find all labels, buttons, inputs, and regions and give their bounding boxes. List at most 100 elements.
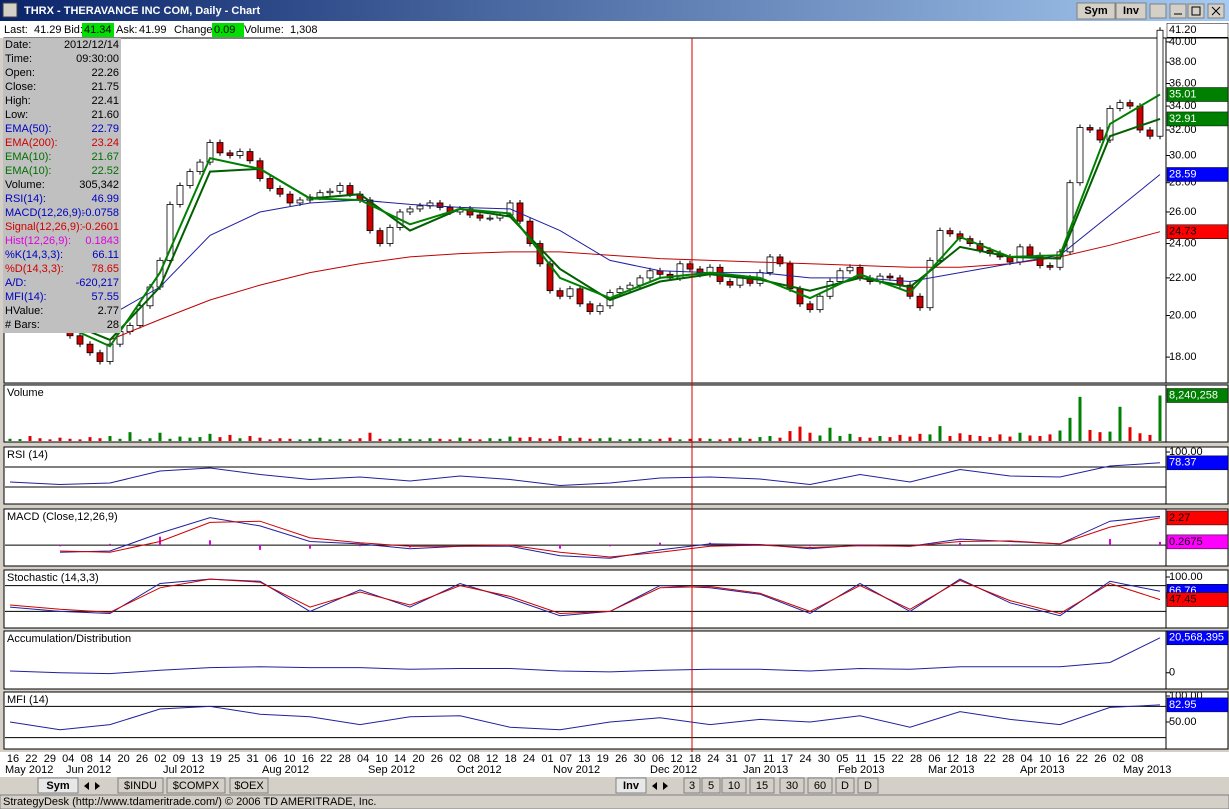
- minimize-button[interactable]: [1169, 3, 1187, 19]
- tab-label[interactable]: 30: [786, 780, 798, 792]
- volume-bar: [718, 439, 722, 441]
- tab[interactable]: [615, 777, 647, 794]
- tab[interactable]: [683, 777, 701, 794]
- candle: [96, 352, 104, 362]
- sym-button-label[interactable]: Sym: [1084, 5, 1107, 17]
- tab[interactable]: [117, 777, 164, 794]
- tab[interactable]: [701, 777, 721, 794]
- title-bar: [0, 0, 1229, 21]
- date-tick-label: 06: [265, 753, 277, 765]
- volume-bar: [1078, 396, 1082, 441]
- volume-bar: [288, 438, 292, 441]
- date-tick-label: 20: [412, 753, 424, 765]
- volume-bar: [588, 438, 592, 441]
- tab[interactable]: [37, 777, 79, 794]
- candle: [476, 214, 484, 219]
- candle: [776, 256, 784, 265]
- tab[interactable]: [835, 777, 855, 794]
- tab[interactable]: [857, 777, 879, 794]
- tab-label[interactable]: $COMPX: [173, 780, 220, 792]
- info-label: High:: [5, 95, 31, 107]
- tab-strip: [0, 777, 1229, 794]
- tab[interactable]: [166, 777, 226, 794]
- indicator-line: [109, 231, 1161, 341]
- candle: [436, 202, 444, 208]
- tab[interactable]: [807, 777, 833, 794]
- date-tick-label: 10: [375, 753, 387, 765]
- info-value: 57.55: [91, 291, 119, 303]
- info-label: Hist(12,26,9):: [5, 235, 71, 247]
- candle: [166, 204, 174, 261]
- volume-bar: [968, 434, 972, 441]
- candle: [1066, 182, 1074, 253]
- volume-bar: [318, 437, 322, 441]
- date-tick-label: 16: [302, 753, 314, 765]
- inv-button-label[interactable]: Inv: [1123, 5, 1140, 17]
- y-tick-label: 38.00: [1169, 56, 1197, 68]
- tab-label[interactable]: 5: [708, 780, 714, 792]
- maximize-button[interactable]: [1187, 3, 1205, 19]
- y-tick-label: 20.00: [1169, 309, 1197, 321]
- y-tick-label: 24.00: [1169, 237, 1197, 249]
- candle: [1126, 102, 1134, 107]
- restore-button[interactable]: [1149, 3, 1167, 19]
- quote-row: [0, 21, 1229, 38]
- volume-bar: [58, 437, 62, 441]
- info-value: 0.1843: [85, 235, 119, 247]
- date-tick-label: 19: [597, 753, 609, 765]
- date-tick-label: 19: [210, 753, 222, 765]
- tab-label[interactable]: Inv: [623, 780, 640, 792]
- candle: [726, 281, 734, 286]
- candle: [526, 220, 534, 244]
- indicator-line: [9, 637, 1161, 675]
- info-label: %D(14,3,3):: [5, 263, 64, 275]
- histogram-bar: [809, 545, 811, 547]
- tab-label[interactable]: D: [864, 780, 872, 792]
- date-tick-label: 22: [1076, 753, 1088, 765]
- tab-label[interactable]: 60: [814, 780, 826, 792]
- y-tick-label: 36.00: [1169, 77, 1197, 89]
- candle: [616, 288, 624, 293]
- candle: [796, 288, 804, 305]
- tab[interactable]: [749, 777, 775, 794]
- volume-bar: [928, 434, 932, 441]
- value-badge-label: 20,568,395: [1169, 632, 1224, 644]
- tab-label[interactable]: 10: [728, 780, 740, 792]
- volume-bar: [658, 438, 662, 441]
- date-tick-label: 05: [836, 753, 848, 765]
- date-tick-label: 20: [117, 753, 129, 765]
- value-badge: [1166, 87, 1229, 102]
- volume-bar: [158, 432, 162, 441]
- panel-title: MFI (14): [7, 694, 49, 706]
- inv-button[interactable]: [1115, 2, 1147, 20]
- candle: [946, 230, 954, 235]
- tab-label[interactable]: Sym: [46, 780, 69, 792]
- indicator-line: [9, 462, 1161, 487]
- tab[interactable]: [229, 777, 269, 794]
- histogram-bar: [259, 545, 261, 550]
- histogram-bar: [1009, 545, 1011, 546]
- tab-label[interactable]: $OEX: [234, 780, 264, 792]
- volume-bar: [568, 438, 572, 441]
- tab-label[interactable]: $INDU: [124, 780, 157, 792]
- info-label: %K(14,3,3):: [5, 249, 63, 261]
- tab[interactable]: [779, 777, 805, 794]
- sym-button[interactable]: [1076, 2, 1116, 20]
- tab-label[interactable]: 3: [689, 780, 695, 792]
- tab-label[interactable]: D: [841, 780, 849, 792]
- candle: [336, 185, 344, 192]
- volume-bar: [398, 438, 402, 441]
- candle: [1016, 246, 1024, 263]
- window-icons: [1174, 6, 1221, 16]
- indicator-line: [109, 174, 1161, 316]
- candle: [376, 230, 384, 244]
- tab[interactable]: [721, 777, 747, 794]
- tab-label[interactable]: 15: [756, 780, 768, 792]
- volume-bar: [278, 438, 282, 441]
- y-tick-label: 0: [1169, 667, 1175, 679]
- candle: [1156, 29, 1164, 137]
- volume-bar: [988, 437, 992, 441]
- volume-bar: [488, 438, 492, 441]
- volume-bar: [68, 438, 72, 441]
- volume-bar: [758, 437, 762, 441]
